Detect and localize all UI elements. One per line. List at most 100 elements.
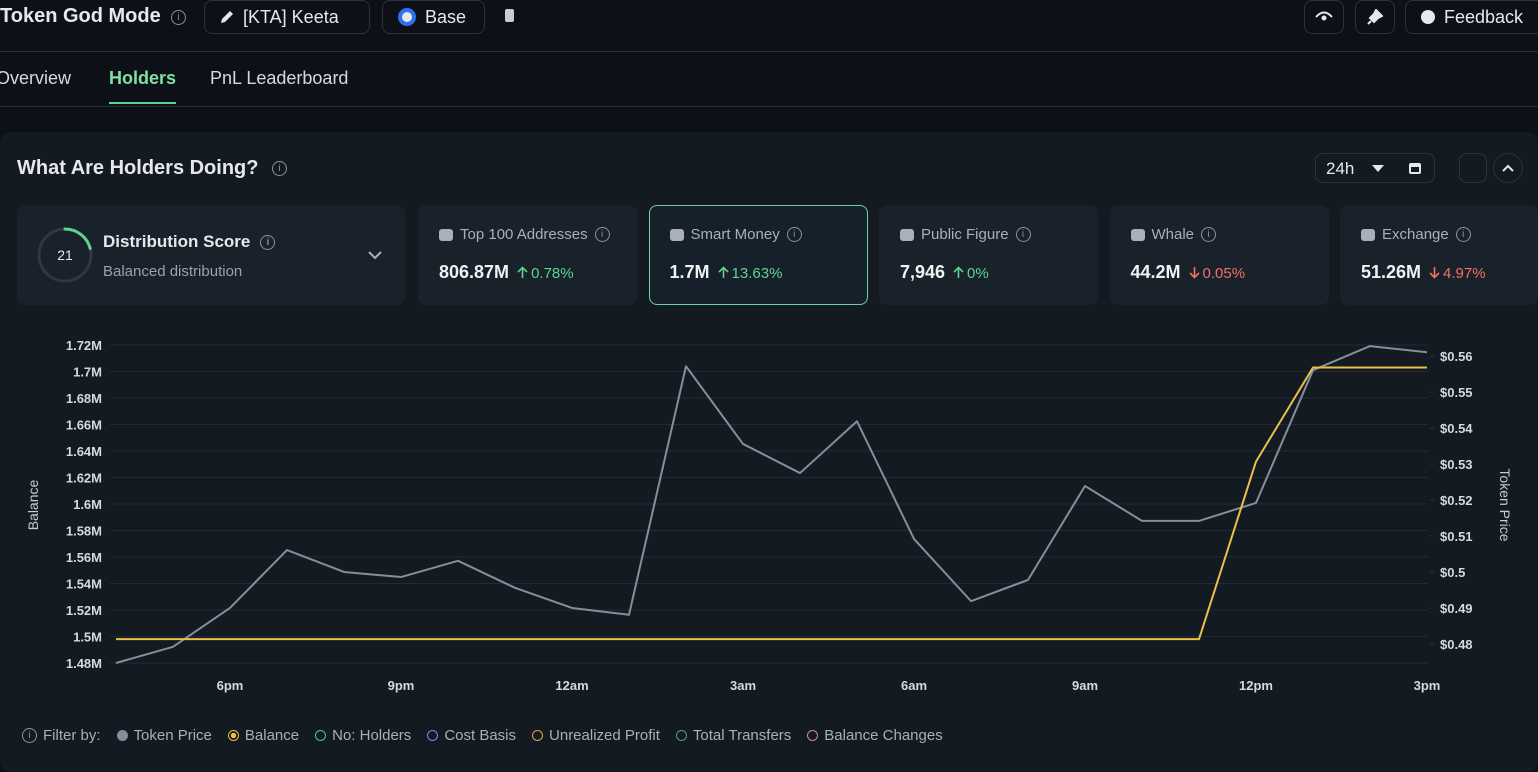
range-label: 24h xyxy=(1326,159,1355,178)
card-change-text: 13.63% xyxy=(731,265,783,282)
card-value-text: 51.26M xyxy=(1361,262,1422,282)
card-value-text: 1.7M xyxy=(669,262,710,282)
pin-button[interactable] xyxy=(1355,0,1395,34)
card-icon xyxy=(669,228,684,241)
token-name: [KTA] Keeta xyxy=(243,6,339,27)
card-value: 51.26M 4.97% xyxy=(1361,262,1486,283)
feedback-label: Feedback xyxy=(1444,6,1524,27)
panel-title: What Are Holders Doing? xyxy=(17,157,259,179)
expand-caret[interactable] xyxy=(368,251,382,260)
card-value-text: 806.87M xyxy=(439,262,510,282)
stat-card[interactable]: Top 100 Addresses i 806.87M 0.78% xyxy=(418,205,637,305)
legend-item[interactable]: Cost Basis xyxy=(427,727,516,744)
card-icon xyxy=(900,228,914,241)
score-ring: 21 xyxy=(37,227,93,283)
card-label: Smart Money i xyxy=(669,226,802,243)
watch-button[interactable] xyxy=(1304,0,1344,34)
change-arrow xyxy=(1188,267,1200,279)
legend-dot xyxy=(807,730,819,741)
chain-button[interactable]: Base xyxy=(382,0,485,34)
score-status: Balanced distribution xyxy=(103,263,243,280)
stat-card[interactable]: Exchange i 51.26M 4.97% xyxy=(1340,205,1538,305)
card-change: 13.63% xyxy=(717,265,783,282)
legend-text: Unrealized Profit xyxy=(549,727,660,744)
legend-item[interactable]: Token Price xyxy=(116,727,212,744)
card-change: 0% xyxy=(953,265,989,282)
token-button[interactable]: [KTA] Keeta xyxy=(204,0,370,34)
card-label: Exchange i xyxy=(1361,226,1471,243)
distribution-card[interactable]: 21 Distribution Score i Balanced distribu… xyxy=(17,205,405,305)
legend-text: Total Transfers xyxy=(692,727,792,744)
change-arrow xyxy=(717,266,729,278)
stat-card[interactable]: Public Figure i 7,946 0% xyxy=(879,205,1098,305)
fullscreen-button[interactable] xyxy=(1459,153,1487,183)
legend-text: Token Price xyxy=(133,727,212,744)
copy-icon[interactable] xyxy=(503,8,517,24)
arrow xyxy=(953,266,964,278)
chain-name: Base xyxy=(425,6,467,27)
card-change-text: 0.78% xyxy=(531,265,574,282)
score-value: 21 xyxy=(57,247,73,263)
card-label-text: Whale xyxy=(1151,226,1195,243)
card-change: 0.78% xyxy=(517,265,574,282)
chat-icon xyxy=(1421,10,1435,24)
tab[interactable]: PnL Leaderboard xyxy=(210,68,349,88)
legend-item[interactable]: Balance Changes xyxy=(807,727,943,744)
info-icon[interactable]: i xyxy=(1455,227,1471,242)
legend-text: Balance Changes xyxy=(824,727,943,744)
card-value: 806.87M 0.78% xyxy=(439,262,574,283)
card-label-text: Smart Money xyxy=(690,226,780,243)
card-change-text: 4.97% xyxy=(1443,265,1486,282)
stat-card[interactable]: Whale i 44.2M 0.05% xyxy=(1109,205,1329,305)
tab[interactable]: Holders xyxy=(109,68,177,104)
legend-dot xyxy=(315,730,327,741)
card-value: 7,946 0% xyxy=(900,262,989,283)
arrow xyxy=(1188,267,1200,279)
chain-icon xyxy=(398,8,416,26)
card-change: 4.97% xyxy=(1429,265,1486,282)
feedback-button[interactable]: Feedback xyxy=(1405,0,1538,34)
info-icon[interactable]: i xyxy=(786,227,802,242)
info-icon[interactable]: i xyxy=(272,161,287,176)
legend-text: No: Holders xyxy=(332,727,412,744)
card-label-text: Top 100 Addresses xyxy=(460,226,588,243)
legend-dot xyxy=(427,730,439,741)
legend-text: Balance xyxy=(244,727,300,744)
legend-dot xyxy=(227,730,239,741)
edit-icon xyxy=(221,11,233,23)
range-selector[interactable]: 24h xyxy=(1315,153,1435,183)
chevron-up xyxy=(1502,164,1514,172)
app-title: Token God Mode xyxy=(0,5,161,27)
collapse-button[interactable] xyxy=(1493,153,1523,183)
card-icon xyxy=(1130,228,1145,241)
card-value: 1.7M 13.63% xyxy=(670,262,783,283)
card-change: 0.05% xyxy=(1188,265,1245,282)
card-icon xyxy=(1361,228,1375,241)
info-icon[interactable]: i xyxy=(22,728,37,743)
stat-card[interactable]: Smart Money i 1.7M 13.63% xyxy=(648,205,868,305)
legend-item[interactable]: Balance xyxy=(227,727,300,744)
legend-dot xyxy=(532,730,544,741)
card-value-text: 7,946 xyxy=(900,262,946,282)
legend-text: Cost Basis xyxy=(444,727,517,744)
info-icon[interactable]: i xyxy=(171,10,186,25)
info-icon[interactable]: i xyxy=(1015,227,1031,242)
arrow xyxy=(1429,267,1440,279)
legend-item[interactable]: No: Holders xyxy=(315,727,411,744)
info-icon[interactable]: i xyxy=(260,234,276,250)
legend-item[interactable]: Total Transfers xyxy=(675,727,792,744)
card-label-text: Public Figure xyxy=(921,226,1009,243)
legend-dot xyxy=(675,730,687,741)
calendar-icon xyxy=(1409,163,1421,174)
legend-dot xyxy=(116,730,128,741)
pin-icon xyxy=(1367,9,1383,25)
card-label: Public Figure i xyxy=(900,226,1031,243)
tab[interactable]: Overview xyxy=(0,68,72,88)
change-arrow xyxy=(517,266,528,278)
info-icon[interactable]: i xyxy=(1201,227,1217,242)
legend-item[interactable]: Unrealized Profit xyxy=(532,727,660,744)
info-icon[interactable]: i xyxy=(594,227,610,242)
score-arc xyxy=(63,227,92,251)
card-icon xyxy=(439,228,453,241)
